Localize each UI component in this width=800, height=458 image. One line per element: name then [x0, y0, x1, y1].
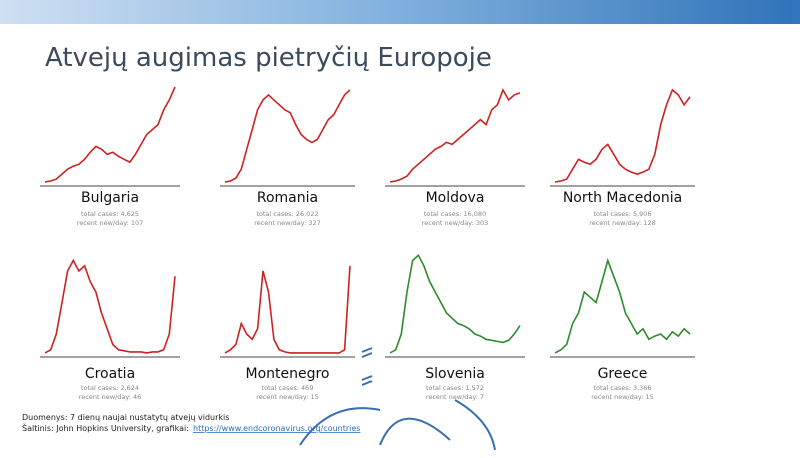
series-line: [554, 257, 691, 354]
chart-title: Montenegro: [245, 366, 329, 382]
series-line: [554, 88, 691, 183]
series-line: [224, 265, 351, 354]
annotation: recent new/day: 327: [254, 219, 321, 227]
annotation: total cases: 4,625: [81, 210, 139, 218]
chart-title: Moldova: [426, 190, 485, 206]
chart-title: Bulgaria: [81, 190, 139, 206]
footer-link[interactable]: https://www.endcoronavirus.org/countries: [193, 424, 360, 433]
decoration: [299, 347, 496, 451]
annotation: recent new/day: 128: [589, 219, 656, 227]
chart-title: Slovenia: [425, 366, 485, 382]
series-line: [224, 89, 351, 183]
annotation: total cases: 2,624: [81, 384, 139, 392]
annotation: recent new/day: 46: [79, 393, 141, 401]
series-line: [44, 258, 176, 354]
annotation: recent new/day: 15: [591, 393, 653, 401]
annotation: total cases: 469: [262, 384, 314, 392]
footer-source: Šaltinis: John Hopkins University, grafi…: [22, 422, 189, 433]
annotation: total cases: 16,080: [424, 210, 486, 218]
chart-title: North Macedonia: [563, 190, 682, 206]
slide-title: Atvejų augimas pietryčių Europoje: [45, 43, 492, 73]
banner: [0, 0, 800, 24]
annotation: recent new/day: 15: [256, 393, 318, 401]
annotation: total cases: 5,906: [593, 210, 651, 218]
annotation: recent new/day: 303: [422, 219, 489, 227]
annotation: total cases: 26,022: [256, 210, 318, 218]
annotation: total cases: 1,572: [426, 384, 484, 392]
chart-title: Greece: [598, 366, 648, 382]
series-line: [44, 86, 176, 183]
annotation: recent new/day: 107: [77, 219, 144, 227]
chart-title: Croatia: [85, 366, 135, 382]
annotation: recent new/day: 7: [426, 393, 484, 401]
annotation: total cases: 3,366: [593, 384, 651, 392]
series-line: [389, 88, 521, 183]
series-line: [389, 254, 521, 354]
footer-note: Duomenys: 7 dienų naujai nustatytų atvej…: [22, 413, 229, 422]
chart-title: Romania: [257, 190, 318, 206]
